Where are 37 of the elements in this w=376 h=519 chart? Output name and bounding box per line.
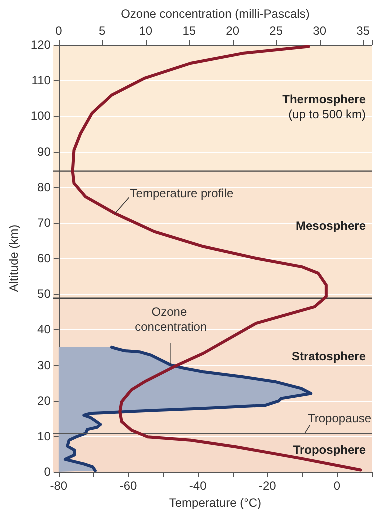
x-axis-title: Temperature (°C) (169, 496, 262, 510)
x2-tick-label: 35 (356, 24, 370, 38)
y-tick-label: 20 (38, 394, 52, 408)
y-tick-label: 10 (38, 429, 52, 444)
x-tick-label: -80 (50, 479, 68, 493)
band-label: Troposphere (293, 443, 366, 458)
series-label: Temperature profile (130, 186, 234, 201)
x2-tick-label: 20 (226, 24, 240, 38)
series-label: Ozone concentration (135, 304, 208, 334)
band-label: Thermosphere (282, 92, 366, 106)
y-tick-label: 100 (30, 109, 52, 124)
x-tick-label: -20 (258, 479, 277, 493)
y-tick-label: 80 (38, 180, 52, 194)
y-tick-label: 110 (32, 74, 52, 88)
y-tick-label: 120 (30, 38, 52, 52)
y-tick-label: 70 (38, 216, 52, 230)
x-tick-label: 0 (334, 479, 341, 493)
y-tick-label: 90 (38, 144, 52, 159)
x2-tick-label: 15 (182, 24, 196, 38)
x-tick-label: -60 (120, 479, 138, 493)
y-tick-label: 0 (44, 465, 52, 479)
annotation: (up to 500 km) (288, 107, 366, 122)
y-tick-label: 40 (38, 322, 52, 337)
x2-tick-label: 10 (139, 24, 153, 38)
band-label: Mesosphere (296, 218, 366, 233)
x2-tick-label: 0 (56, 24, 63, 38)
x-tick-label: -40 (189, 479, 208, 493)
y-tick-label: 30 (38, 358, 52, 372)
x2-axis-title: Ozone concentration (milli-Pascals) (121, 7, 310, 22)
y-axis-title: Altitude (km) (7, 224, 21, 292)
y-tick-label: 50 (38, 287, 52, 302)
ref-line-label: Tropopause (308, 412, 372, 426)
y-tick-label: 60 (38, 252, 52, 266)
x2-tick-label: 25 (270, 24, 284, 38)
x2-tick-label: 5 (99, 24, 106, 38)
band-label: Stratosphere (292, 349, 366, 364)
x2-tick-label: 30 (313, 24, 327, 38)
